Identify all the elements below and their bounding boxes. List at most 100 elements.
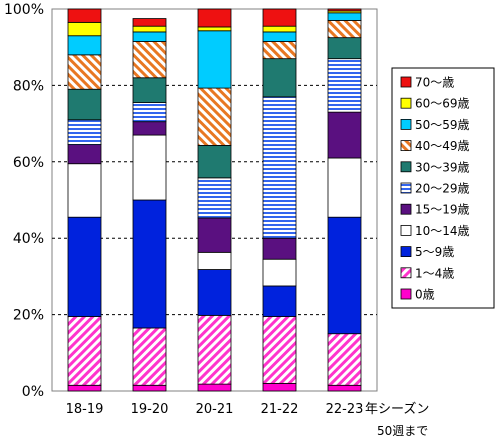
bar-segment bbox=[262, 285, 297, 317]
bar-segment bbox=[197, 177, 232, 219]
legend-swatch bbox=[400, 161, 412, 173]
y-tick-label: 0% bbox=[22, 384, 44, 400]
bar-segment bbox=[132, 41, 167, 79]
bar-segment bbox=[67, 35, 102, 56]
x-tick-label: 20-21 bbox=[196, 402, 234, 417]
x-axis-note: 50週まで bbox=[377, 424, 428, 438]
bar-segment bbox=[67, 144, 102, 165]
bar-segment bbox=[67, 119, 102, 146]
bar-segment bbox=[132, 25, 167, 33]
bar-segment bbox=[132, 18, 167, 27]
bar-segment bbox=[132, 121, 167, 136]
legend-swatch bbox=[400, 203, 412, 215]
x-axis-label: 年シーズン bbox=[365, 401, 429, 417]
y-tick-label: 80% bbox=[13, 78, 44, 94]
bar-segment bbox=[262, 316, 297, 384]
bar-segment bbox=[67, 216, 102, 317]
bar-segment bbox=[197, 8, 232, 28]
legend-label: 0歳 bbox=[415, 288, 435, 302]
bar-segment bbox=[67, 8, 102, 23]
bar-segment bbox=[67, 88, 102, 121]
y-tick-label: 20% bbox=[13, 308, 44, 324]
legend-label: 30～39歳 bbox=[415, 160, 470, 174]
legend-swatch bbox=[400, 76, 412, 88]
bar-segment bbox=[132, 199, 167, 329]
bar-segment bbox=[67, 316, 102, 386]
legend-swatch bbox=[400, 140, 412, 152]
bar-segment bbox=[132, 102, 167, 123]
bar-segment bbox=[327, 384, 362, 392]
legend-label: 15～19歳 bbox=[415, 203, 470, 217]
x-axis: 18-19 19-20 20-21 21-22 22-23 bbox=[66, 402, 364, 417]
bar-segment bbox=[262, 58, 297, 98]
x-tick-label: 18-19 bbox=[66, 402, 104, 417]
bar-segment bbox=[262, 25, 297, 33]
bar-segment bbox=[197, 87, 232, 146]
bar-segment bbox=[132, 31, 167, 42]
bar-segment bbox=[132, 384, 167, 392]
bar-segment bbox=[327, 111, 362, 159]
plot-area bbox=[51, 8, 378, 392]
bar-stack bbox=[262, 8, 297, 392]
legend-label: 60～69歳 bbox=[415, 97, 470, 111]
bar-segment bbox=[132, 134, 167, 201]
bar-segment bbox=[197, 251, 232, 270]
bar-segment bbox=[67, 21, 102, 37]
legend-label: 1～4歳 bbox=[415, 266, 454, 280]
x-tick-label: 22-23 bbox=[326, 402, 364, 417]
bars bbox=[67, 8, 362, 392]
legend-label: 5～9歳 bbox=[415, 245, 454, 259]
bar-segment bbox=[197, 383, 232, 392]
bar-segment bbox=[262, 8, 297, 27]
legend-label: 10～14歳 bbox=[415, 224, 470, 238]
legend-swatch bbox=[400, 182, 412, 194]
bar-stack bbox=[67, 8, 102, 392]
y-tick-label: 60% bbox=[13, 155, 44, 171]
bar-segment bbox=[262, 31, 297, 42]
bar-segment bbox=[197, 269, 232, 316]
bar-segment bbox=[327, 8, 362, 12]
x-tick-label: 21-22 bbox=[261, 402, 299, 417]
bar-segment bbox=[67, 384, 102, 392]
bar-segment bbox=[327, 216, 362, 335]
bar-stack bbox=[327, 8, 362, 392]
legend-swatch bbox=[400, 224, 412, 236]
legend-swatch bbox=[400, 119, 412, 130]
legend-label: 20～29歳 bbox=[415, 182, 470, 196]
bar-segment bbox=[327, 157, 362, 218]
bar-segment bbox=[67, 163, 102, 218]
bar-stack bbox=[197, 8, 232, 392]
legend: 70～歳 60～69歳 50～59歳 40～49歳 30～39歳 20～29歳 15～19歳… bbox=[391, 67, 495, 309]
legend-swatch bbox=[400, 97, 412, 109]
bar-segment bbox=[327, 12, 362, 21]
y-tick-label: 40% bbox=[13, 231, 44, 247]
bar-segment bbox=[197, 217, 232, 253]
y-tick-label: 100% bbox=[4, 2, 44, 18]
bar-segment bbox=[132, 77, 167, 103]
legend-label: 40～49歳 bbox=[415, 139, 470, 153]
bar-segment bbox=[262, 96, 297, 239]
bar-segment bbox=[262, 41, 297, 60]
bar-segment bbox=[197, 26, 232, 32]
bar-segment bbox=[262, 237, 297, 260]
legend-label: 50～59歳 bbox=[415, 118, 470, 132]
bar-segment bbox=[262, 258, 297, 287]
y-axis: 0% 20% 40% 60% 80% 100% bbox=[4, 2, 44, 400]
legend-label: 70～歳 bbox=[415, 76, 454, 90]
bar-segment bbox=[327, 333, 362, 386]
legend-swatch bbox=[400, 267, 412, 279]
x-tick-label: 19-20 bbox=[131, 402, 169, 417]
legend-swatch bbox=[400, 246, 412, 258]
bar-segment bbox=[327, 37, 362, 60]
bar-segment bbox=[67, 54, 102, 90]
bar-stack bbox=[132, 18, 167, 392]
bar-segment bbox=[132, 327, 167, 386]
bar-segment bbox=[197, 30, 232, 89]
bar-segment bbox=[197, 314, 232, 385]
bar-segment bbox=[197, 144, 232, 179]
bar-segment bbox=[262, 382, 297, 392]
bar-segment bbox=[327, 58, 362, 113]
legend-swatch bbox=[400, 288, 412, 300]
bar-segment bbox=[327, 20, 362, 39]
